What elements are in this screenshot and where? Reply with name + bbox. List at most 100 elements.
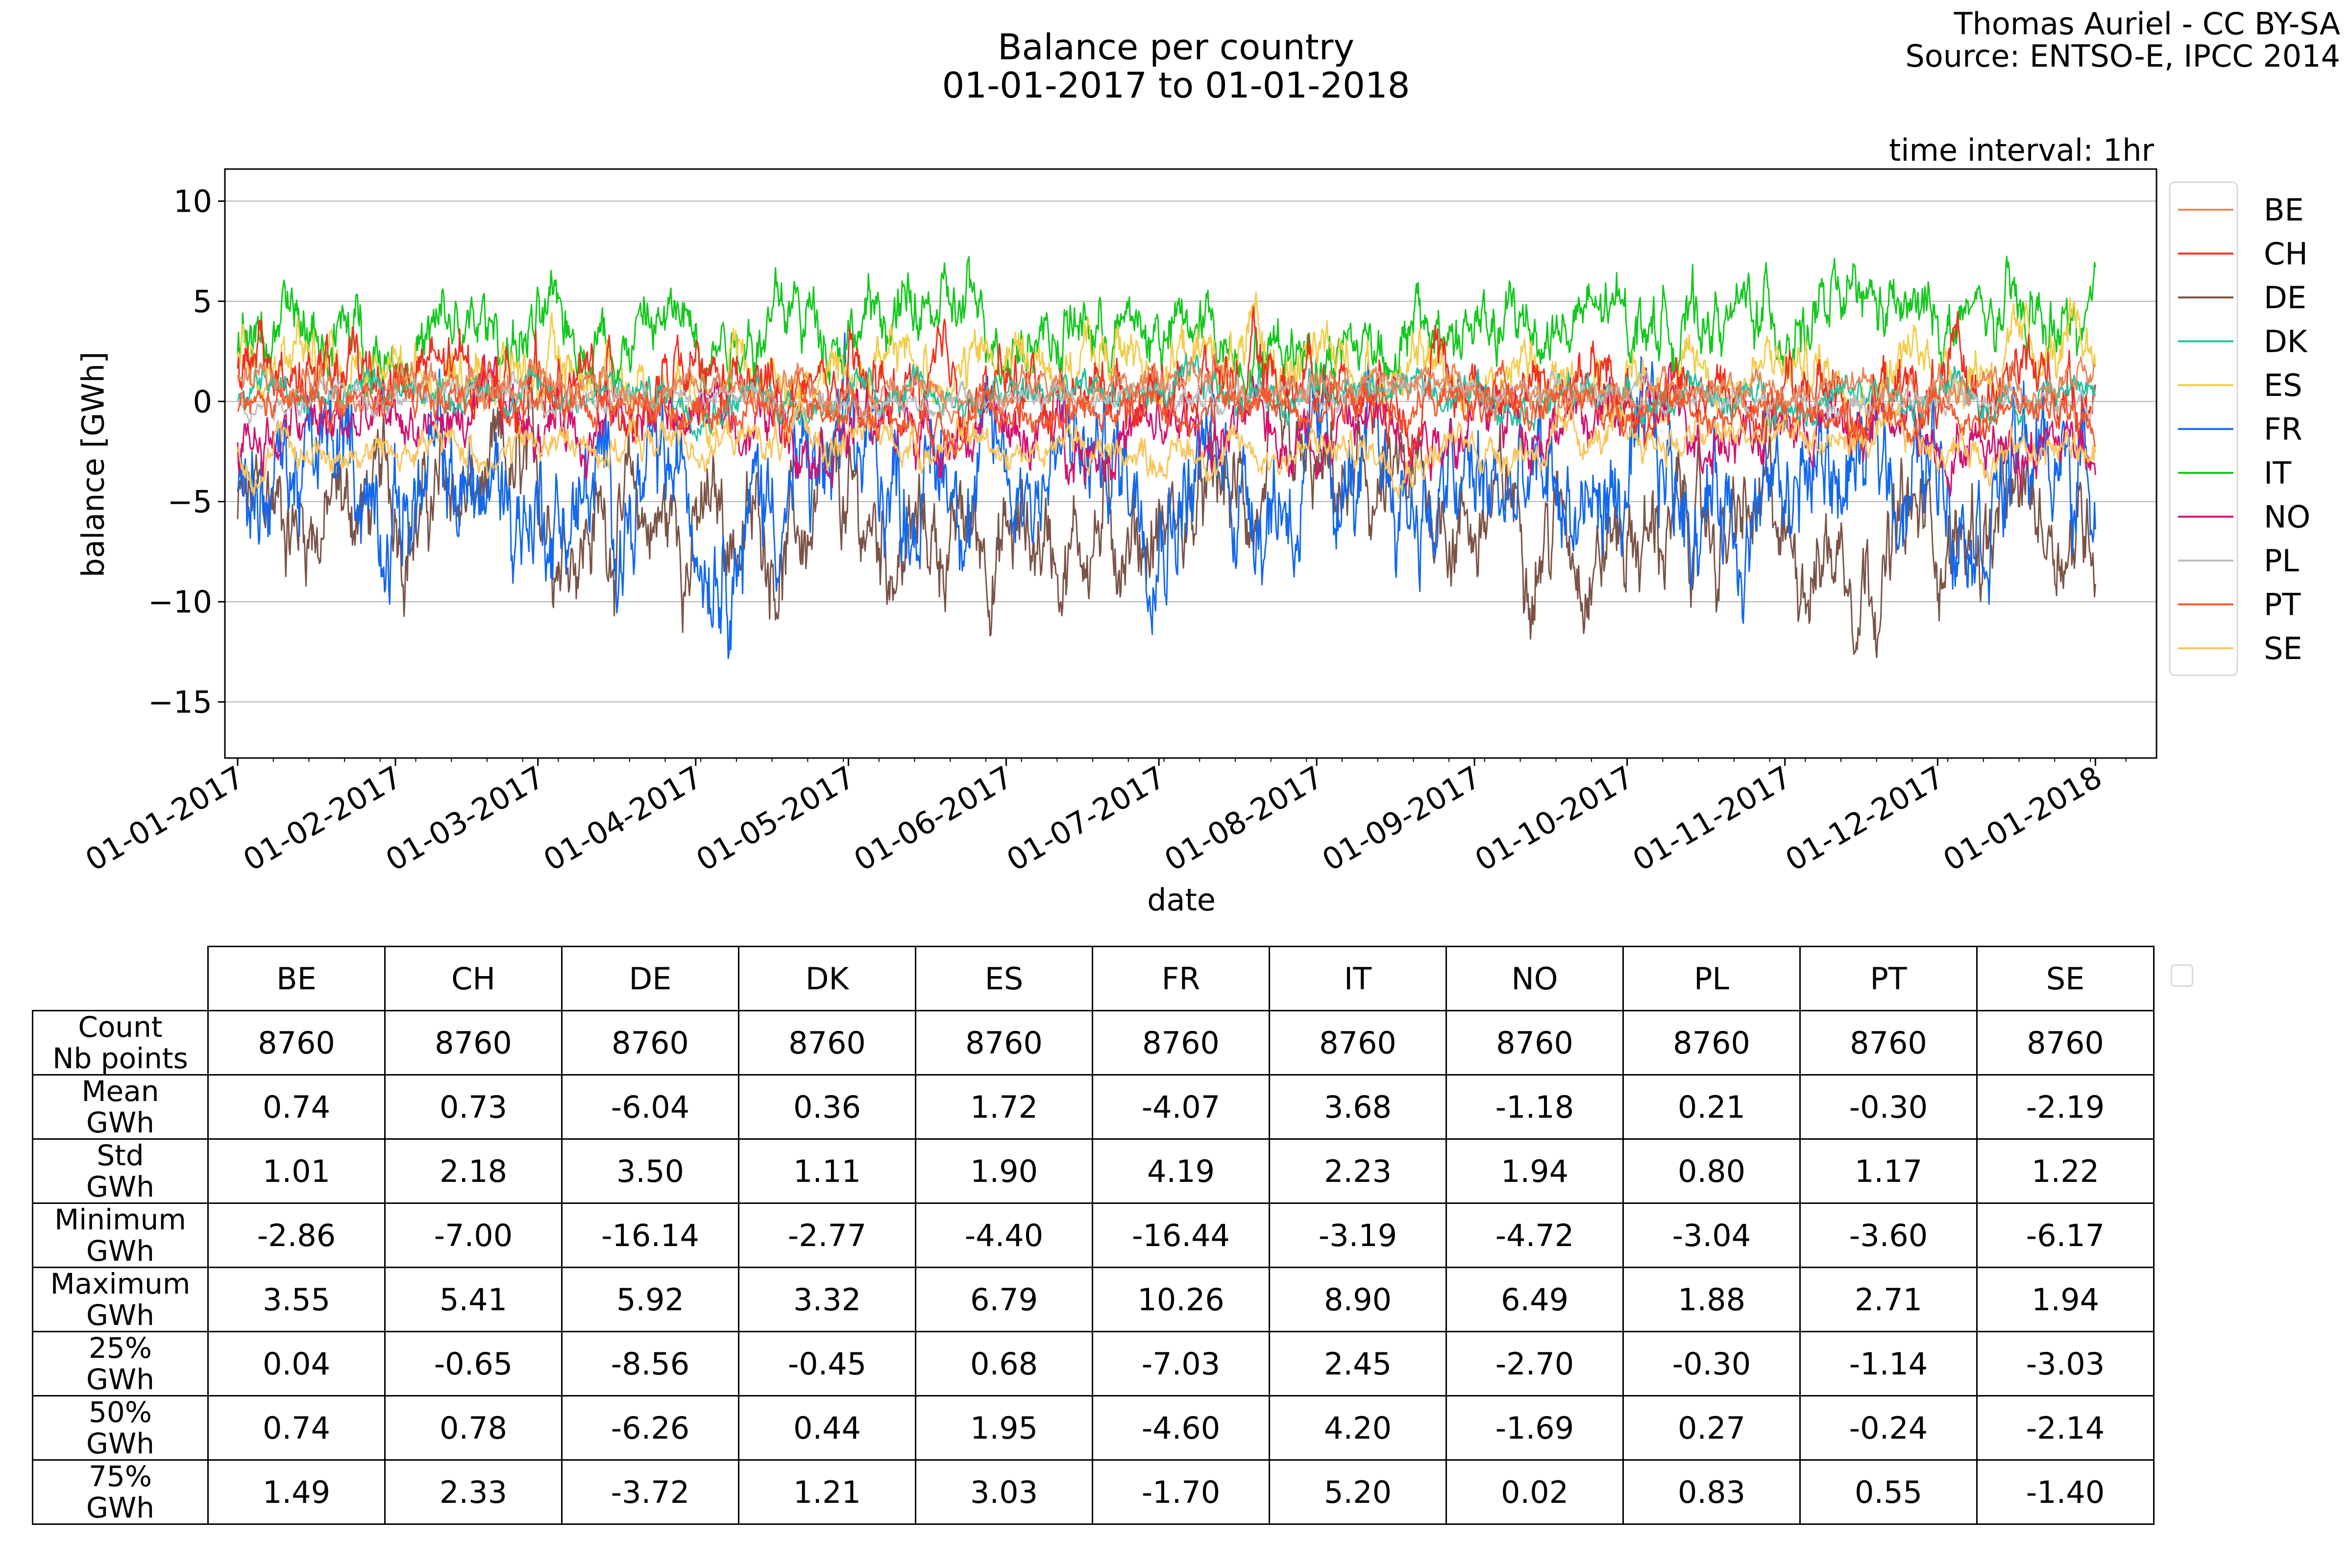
row-label: Minimum GWh [32, 1202, 209, 1268]
x-tick-label: 01-06-2017 [848, 759, 1019, 878]
table-cell: 0.44 [738, 1395, 916, 1461]
row-label: Mean GWh [32, 1074, 209, 1140]
y-tick-label: −5 [168, 484, 212, 520]
table-corner [32, 946, 209, 1011]
credit-source: Source: ENTSO-E, IPCC 2014 [1905, 38, 2340, 74]
series-line-FR [237, 332, 2096, 660]
table-cell: 0.02 [1446, 1459, 1624, 1525]
table-cell: -6.17 [1976, 1202, 2155, 1268]
legend-label-DE: DE [2264, 280, 2306, 316]
row-label-unit: Nb points [52, 1042, 188, 1075]
legend-label-ES: ES [2264, 368, 2303, 403]
table-cell: -2.14 [1976, 1395, 2155, 1461]
table-cell: 8760 [1622, 1010, 1801, 1076]
table-cell: -3.72 [561, 1459, 739, 1525]
table-cell: -2.70 [1446, 1331, 1624, 1396]
table-cell: -1.69 [1446, 1395, 1624, 1461]
table-cell: -7.03 [1092, 1331, 1270, 1396]
table-cell: 1.49 [207, 1459, 386, 1525]
table-cell: 0.74 [207, 1395, 386, 1461]
table-cell: 8760 [384, 1010, 563, 1076]
x-tick-label: 01-04-2017 [538, 759, 709, 878]
table-cell: 8760 [1976, 1010, 2155, 1076]
row-label-unit: GWh [86, 1234, 155, 1268]
table-header-row: BE CH DE DK ES FR IT NO PL PT SE [32, 946, 2155, 1011]
table-cell: -3.04 [1622, 1202, 1801, 1268]
row-label-name: Count [78, 1010, 163, 1044]
table-row: Std GWh 1.01 2.18 3.50 1.11 1.90 4.19 2.23 1.94 0.… [32, 1138, 2155, 1204]
x-tick-label: 01-10-2017 [1469, 759, 1640, 878]
row-label-name: 50% [89, 1396, 152, 1429]
table-cell: 2.18 [384, 1138, 563, 1204]
row-label: Count Nb points [32, 1010, 209, 1076]
table-cell: 1.72 [915, 1074, 1093, 1140]
table-cell: 2.45 [1269, 1331, 1447, 1396]
table-cell: -2.86 [207, 1202, 386, 1268]
table-cell: 1.90 [915, 1138, 1093, 1204]
table-cell: 6.49 [1446, 1267, 1624, 1332]
statistics-table: BE CH DE DK ES FR IT NO PL PT SE Count Nb points 876… [32, 946, 2155, 1525]
legend-label-PT: PT [2264, 587, 2301, 623]
x-tick-label: 01-01-2018 [1937, 759, 2108, 878]
column-header: DK [738, 946, 916, 1011]
row-label-name: Minimum [54, 1203, 186, 1236]
table-cell: 0.78 [384, 1395, 563, 1461]
legend-label-CH: CH [2264, 236, 2308, 272]
table-cell: 1.95 [915, 1395, 1093, 1461]
table-legend-checkbox [2171, 964, 2193, 987]
row-label-unit: GWh [86, 1106, 155, 1139]
table-cell: 3.68 [1269, 1074, 1447, 1140]
row-label: Maximum GWh [32, 1267, 209, 1332]
table-cell: 0.36 [738, 1074, 916, 1140]
row-label: 50% GWh [32, 1395, 209, 1461]
x-axis-label: date [1147, 882, 1216, 918]
table-cell: 1.21 [738, 1459, 916, 1525]
table-cell: 8760 [915, 1010, 1093, 1076]
table-cell: 1.17 [1799, 1138, 1978, 1204]
table-cell: 3.03 [915, 1459, 1093, 1525]
table-cell: 0.80 [1622, 1138, 1801, 1204]
table-cell: 2.71 [1799, 1267, 1978, 1332]
series-line-SE [237, 395, 2096, 499]
column-header: IT [1269, 946, 1447, 1011]
table-cell: -16.44 [1092, 1202, 1270, 1268]
column-header: ES [915, 946, 1093, 1011]
table-row: 25% GWh 0.04 -0.65 -8.56 -0.45 0.68 -7.03 2.45 -2… [32, 1331, 2155, 1396]
table-cell: 4.19 [1092, 1138, 1270, 1204]
legend-label-SE: SE [2264, 631, 2303, 666]
table-cell: 1.94 [1976, 1267, 2155, 1332]
y-tick-label: 5 [193, 284, 212, 319]
table-cell: -3.19 [1269, 1202, 1447, 1268]
legend-label-FR: FR [2264, 412, 2303, 447]
table-cell: 8760 [207, 1010, 386, 1076]
table-cell: 0.73 [384, 1074, 563, 1140]
credit-author: Thomas Auriel - CC BY-SA [1954, 6, 2340, 42]
table-cell: -4.72 [1446, 1202, 1624, 1268]
column-header: CH [384, 946, 563, 1011]
table-row: Count Nb points 8760 8760 8760 8760 8760 8760 87… [32, 1010, 2155, 1076]
row-label-name: Mean [81, 1075, 159, 1108]
y-tick-label: −10 [148, 584, 212, 620]
table-cell: 4.20 [1269, 1395, 1447, 1461]
row-label-unit: GWh [86, 1298, 155, 1332]
time-interval-label: time interval: 1hr [1889, 132, 2154, 168]
table-cell: -2.77 [738, 1202, 916, 1268]
x-tick-label: 01-12-2017 [1779, 759, 1950, 878]
table-cell: -3.03 [1976, 1331, 2155, 1396]
table-cell: -3.60 [1799, 1202, 1978, 1268]
table-cell: 5.92 [561, 1267, 739, 1332]
x-tick-label: 01-05-2017 [690, 759, 861, 878]
table-cell: -0.30 [1799, 1074, 1978, 1140]
table-cell: 5.41 [384, 1267, 563, 1332]
chart-title-line1: Balance per country [998, 26, 1354, 68]
table-cell: 8760 [1269, 1010, 1447, 1076]
legend-label-IT: IT [2264, 455, 2292, 491]
axes: 10 5 0 −5 −10 −15 01-01-201701-02-201701-03-20… [79, 168, 2157, 878]
table-cell: 8760 [561, 1010, 739, 1076]
row-label-name: Maximum [50, 1267, 191, 1300]
x-tick-label: 01-08-2017 [1158, 759, 1329, 878]
legend-label-PL: PL [2264, 543, 2299, 579]
column-header: PL [1622, 946, 1801, 1011]
table-row: Mean GWh 0.74 0.73 -6.04 0.36 1.72 -4.07 3.68 -1.… [32, 1074, 2155, 1140]
legend-label-NO: NO [2264, 499, 2310, 535]
